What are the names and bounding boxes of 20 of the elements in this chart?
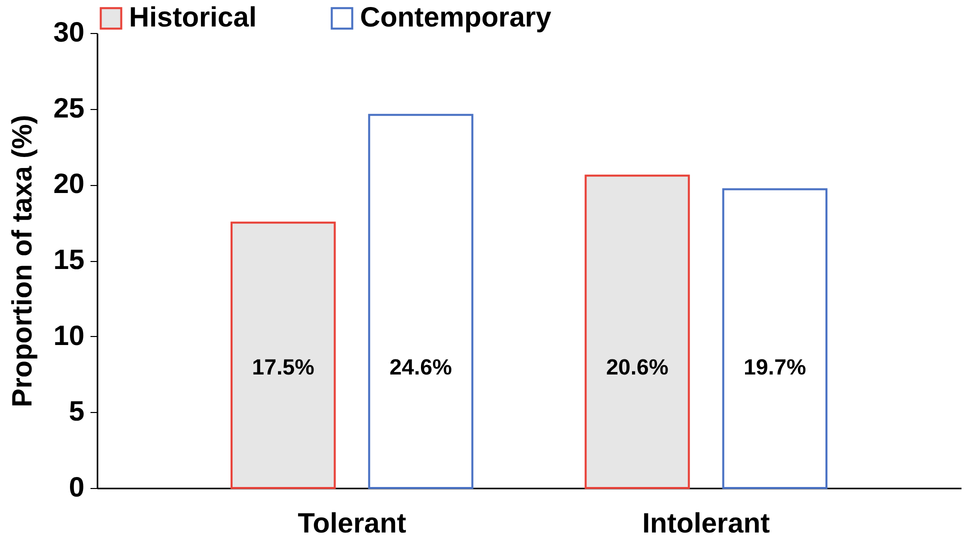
bar	[230, 222, 336, 489]
data-label: 19.7%	[744, 354, 806, 380]
y-tick-label: 5	[68, 396, 84, 427]
legend-label: Historical	[129, 1, 257, 32]
data-label: 24.6%	[390, 354, 452, 380]
y-tick-label: 20	[53, 168, 84, 200]
y-tick-label: 25	[53, 92, 84, 124]
bar	[722, 188, 828, 489]
y-tick-label: 0	[68, 472, 84, 502]
bar	[368, 114, 474, 489]
y-tick-label: 15	[53, 244, 84, 275]
y-tick-label: 10	[53, 320, 84, 351]
y-tick-label: 30	[53, 16, 84, 48]
x-tick-label: Intolerant	[642, 508, 770, 538]
y-axis-title: Proportion of taxa (%)	[6, 114, 38, 408]
bar	[584, 174, 690, 489]
data-label: 20.6%	[606, 354, 668, 380]
data-label: 17.5%	[252, 354, 314, 380]
legend-label: Contemporary	[360, 1, 552, 32]
x-tick-label: Tolerant	[298, 508, 406, 538]
